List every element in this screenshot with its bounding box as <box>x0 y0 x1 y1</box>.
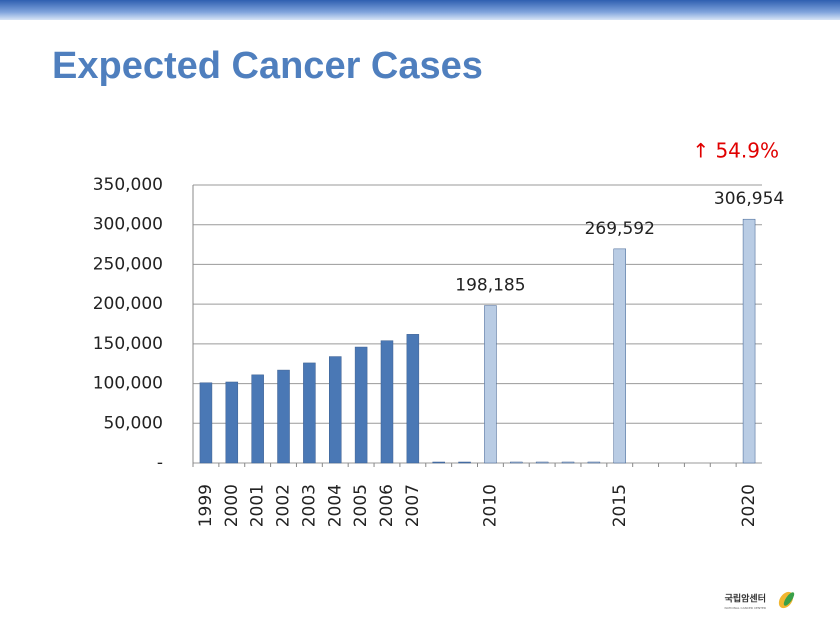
annotation: ↑ 54.9% <box>692 139 779 163</box>
y-tick-label: 300,000 <box>93 215 163 235</box>
bar <box>742 218 756 464</box>
y-tick-label: 150,000 <box>93 334 163 354</box>
logo-name: 국립암센터 <box>725 593 766 605</box>
x-tick-label: 2010 <box>480 484 500 527</box>
bar <box>484 305 497 464</box>
slide-title: Expected Cancer Cases <box>52 45 483 87</box>
bar <box>199 382 213 464</box>
bar <box>277 369 290 464</box>
bar <box>354 346 368 464</box>
bar <box>613 248 626 464</box>
y-tick-label: 50,000 <box>104 413 163 433</box>
value-label: 198,185 <box>455 276 525 296</box>
bar <box>561 461 575 464</box>
x-tick-label: 2003 <box>299 484 319 527</box>
x-tick-label: 2006 <box>377 484 397 527</box>
header-band <box>0 0 840 20</box>
y-tick-label: 350,000 <box>93 175 163 195</box>
y-tick-label: 100,000 <box>93 374 163 394</box>
y-tick-label: - <box>157 453 163 473</box>
bar <box>510 461 523 464</box>
bar <box>587 461 601 464</box>
x-tick-label: 2020 <box>739 484 759 527</box>
x-tick-label: 2007 <box>403 484 423 527</box>
bar <box>303 362 316 464</box>
bar <box>458 461 471 464</box>
bar <box>225 381 239 464</box>
value-label: 269,592 <box>585 219 655 239</box>
logo: 국립암센터 NATIONAL CANCER CENTER <box>724 591 795 610</box>
bar <box>251 374 264 464</box>
bar <box>432 461 445 464</box>
logo-mark <box>783 592 795 606</box>
x-tick-label: 2015 <box>610 484 630 527</box>
bar <box>380 340 394 464</box>
x-tick-label: 2000 <box>222 484 242 527</box>
logo-subtitle: NATIONAL CANCER CENTER <box>724 606 766 610</box>
x-tick-label: 2005 <box>351 484 371 527</box>
x-tick-label: 2004 <box>325 484 345 527</box>
value-label: 306,954 <box>714 189 784 209</box>
x-tick-label: 1999 <box>196 484 216 527</box>
y-tick-label: 250,000 <box>93 254 163 274</box>
bar <box>406 334 420 464</box>
y-tick-label: 200,000 <box>93 294 163 314</box>
x-tick-label: 2002 <box>274 484 294 527</box>
bar <box>329 356 342 464</box>
x-tick-label: 2001 <box>248 484 268 527</box>
bar <box>535 461 549 464</box>
